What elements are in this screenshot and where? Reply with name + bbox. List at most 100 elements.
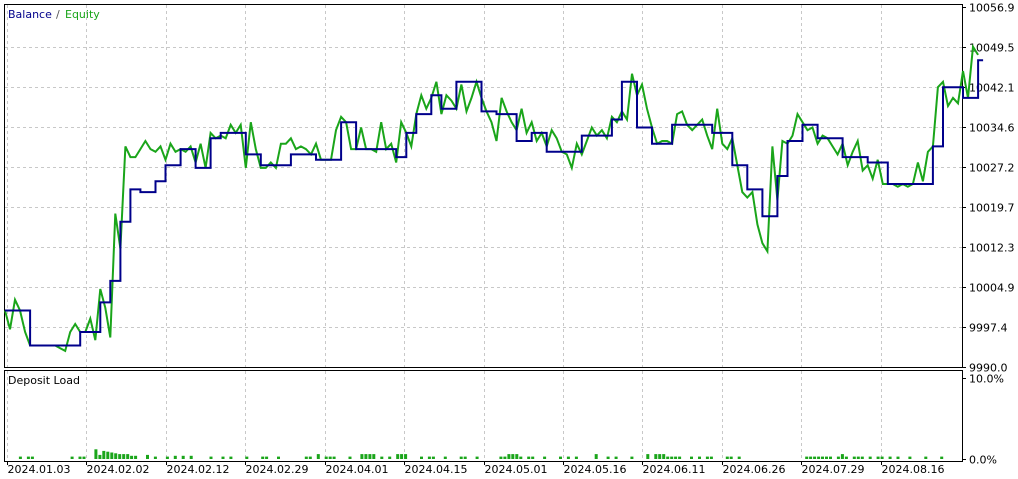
deposit-load-bar <box>388 456 392 459</box>
deposit-load-bar <box>360 454 364 459</box>
y-tick-label: 9990.0 <box>969 362 1008 375</box>
legend-balance-label: Balance <box>8 8 52 21</box>
deposit-load-bar <box>134 455 138 459</box>
deposit-load-bar <box>499 456 503 459</box>
deposit-load-bar <box>856 456 860 459</box>
deposit-load-bar <box>840 454 844 459</box>
main-panel-border <box>4 4 963 368</box>
main-panel-y-axis: 10056.9 10049.5 10042.1 10034.6 10027.2 10019… <box>962 2 1015 375</box>
deposit-load-bar <box>666 456 670 459</box>
deposit-load-bar <box>725 456 729 459</box>
deposit-load-bar <box>221 456 225 459</box>
deposit-load-bar <box>316 454 320 459</box>
deposit-load-bar <box>308 456 312 459</box>
deposit-load-bar <box>324 456 328 459</box>
deposit-load-bar <box>674 456 678 459</box>
deposit-load-bar <box>860 456 864 459</box>
x-tick-label: 2024.04.01 <box>326 463 389 476</box>
deposit-load-bar <box>566 456 570 459</box>
deposit-load-bar <box>709 456 713 459</box>
deposit-load-bar <box>844 456 848 459</box>
deposit-load-bar <box>372 454 376 459</box>
deposit-load-bar <box>888 456 892 459</box>
deposit-load-bar <box>82 456 86 459</box>
deposit-load-bar <box>396 454 400 459</box>
x-tick-label: 2024.06.11 <box>643 463 706 476</box>
deposit-load-y-axis: 10.0% 0.0% <box>962 373 1004 467</box>
deposit-load-panel-grid <box>7 371 882 461</box>
deposit-load-bar <box>527 456 531 459</box>
deposit-load-bar <box>670 456 674 459</box>
deposit-load-bar <box>78 456 82 459</box>
deposit-load-bar <box>606 456 610 459</box>
deposit-load-bar <box>404 454 408 459</box>
deposit-load-bar <box>110 452 114 459</box>
deposit-load-bar <box>924 456 928 459</box>
x-tick-label: 2024.04.15 <box>405 463 468 476</box>
y-tick-label: 10004.9 <box>969 282 1015 295</box>
deposit-load-bar <box>908 456 912 459</box>
x-tick-label: 2024.02.29 <box>246 463 309 476</box>
deposit-load-bar <box>852 456 856 459</box>
deposit-load-bar <box>126 454 130 459</box>
deposit-load-bar <box>630 456 634 459</box>
deposit-load-bar <box>102 450 106 459</box>
y-tick-label: 10034.6 <box>969 122 1015 135</box>
deposit-load-bar <box>368 454 372 459</box>
deposit-load-bar <box>130 455 134 459</box>
x-tick-label: 2024.01.03 <box>8 463 71 476</box>
deposit-load-bar <box>896 456 900 459</box>
deposit-load-bar <box>98 454 102 459</box>
deposit-load-bar <box>511 454 515 459</box>
deposit-load-bar <box>698 456 701 459</box>
balance-series-line <box>5 59 984 347</box>
main-panel-grid <box>5 5 962 367</box>
deposit-load-bar <box>678 456 682 459</box>
deposit-load-bar <box>646 454 650 459</box>
deposit-load-bar <box>94 449 98 459</box>
deposit-load-bar <box>261 456 265 459</box>
deposit-load-panel-border <box>4 370 963 462</box>
deposit-load-bar <box>114 453 118 459</box>
deposit-load-bar <box>475 456 479 459</box>
deposit-load-bar <box>26 456 30 459</box>
y-tick-label: 10012.3 <box>969 242 1015 255</box>
deposit-load-bar <box>805 456 809 459</box>
deposit-load-bar <box>364 454 368 459</box>
deposit-load-bar <box>229 456 233 459</box>
deposit-load-bar <box>459 456 463 459</box>
deposit-load-bar <box>809 456 813 459</box>
deposit-load-bar <box>880 456 884 459</box>
deposit-load-bar <box>18 456 22 459</box>
load-y-tick-label: 10.0% <box>969 373 1004 386</box>
deposit-load-bar <box>277 456 280 459</box>
deposit-load-bar <box>507 454 511 459</box>
deposit-load-bar <box>940 456 944 459</box>
x-tick-label: 2024.06.26 <box>723 463 786 476</box>
deposit-load-bar <box>118 454 122 459</box>
deposit-load-bar <box>122 454 126 459</box>
legend-equity-label: Equity <box>65 8 100 21</box>
x-tick-label: 2024.05.16 <box>564 463 627 476</box>
deposit-load-bar <box>304 456 308 459</box>
y-tick-label: 9997.4 <box>969 322 1008 335</box>
deposit-load-bar <box>265 456 269 459</box>
deposit-load-bar <box>531 456 535 459</box>
deposit-load-bar <box>400 454 404 459</box>
deposit-load-bar <box>662 454 666 459</box>
deposit-load-bar <box>431 456 435 459</box>
chart-legend: Balance / Equity <box>8 8 100 21</box>
deposit-load-bars <box>18 449 944 459</box>
y-tick-label: 10042.1 <box>969 82 1015 95</box>
deposit-load-bar <box>209 456 213 459</box>
deposit-load-bar <box>181 455 185 459</box>
deposit-load-bar <box>813 456 817 459</box>
deposit-load-bar <box>173 455 177 459</box>
load-y-tick-label: 0.0% <box>969 454 997 467</box>
deposit-load-bar <box>503 456 507 459</box>
x-tick-label: 2024.02.02 <box>87 463 150 476</box>
deposit-load-bar <box>328 456 332 459</box>
deposit-load-bar <box>443 456 447 459</box>
